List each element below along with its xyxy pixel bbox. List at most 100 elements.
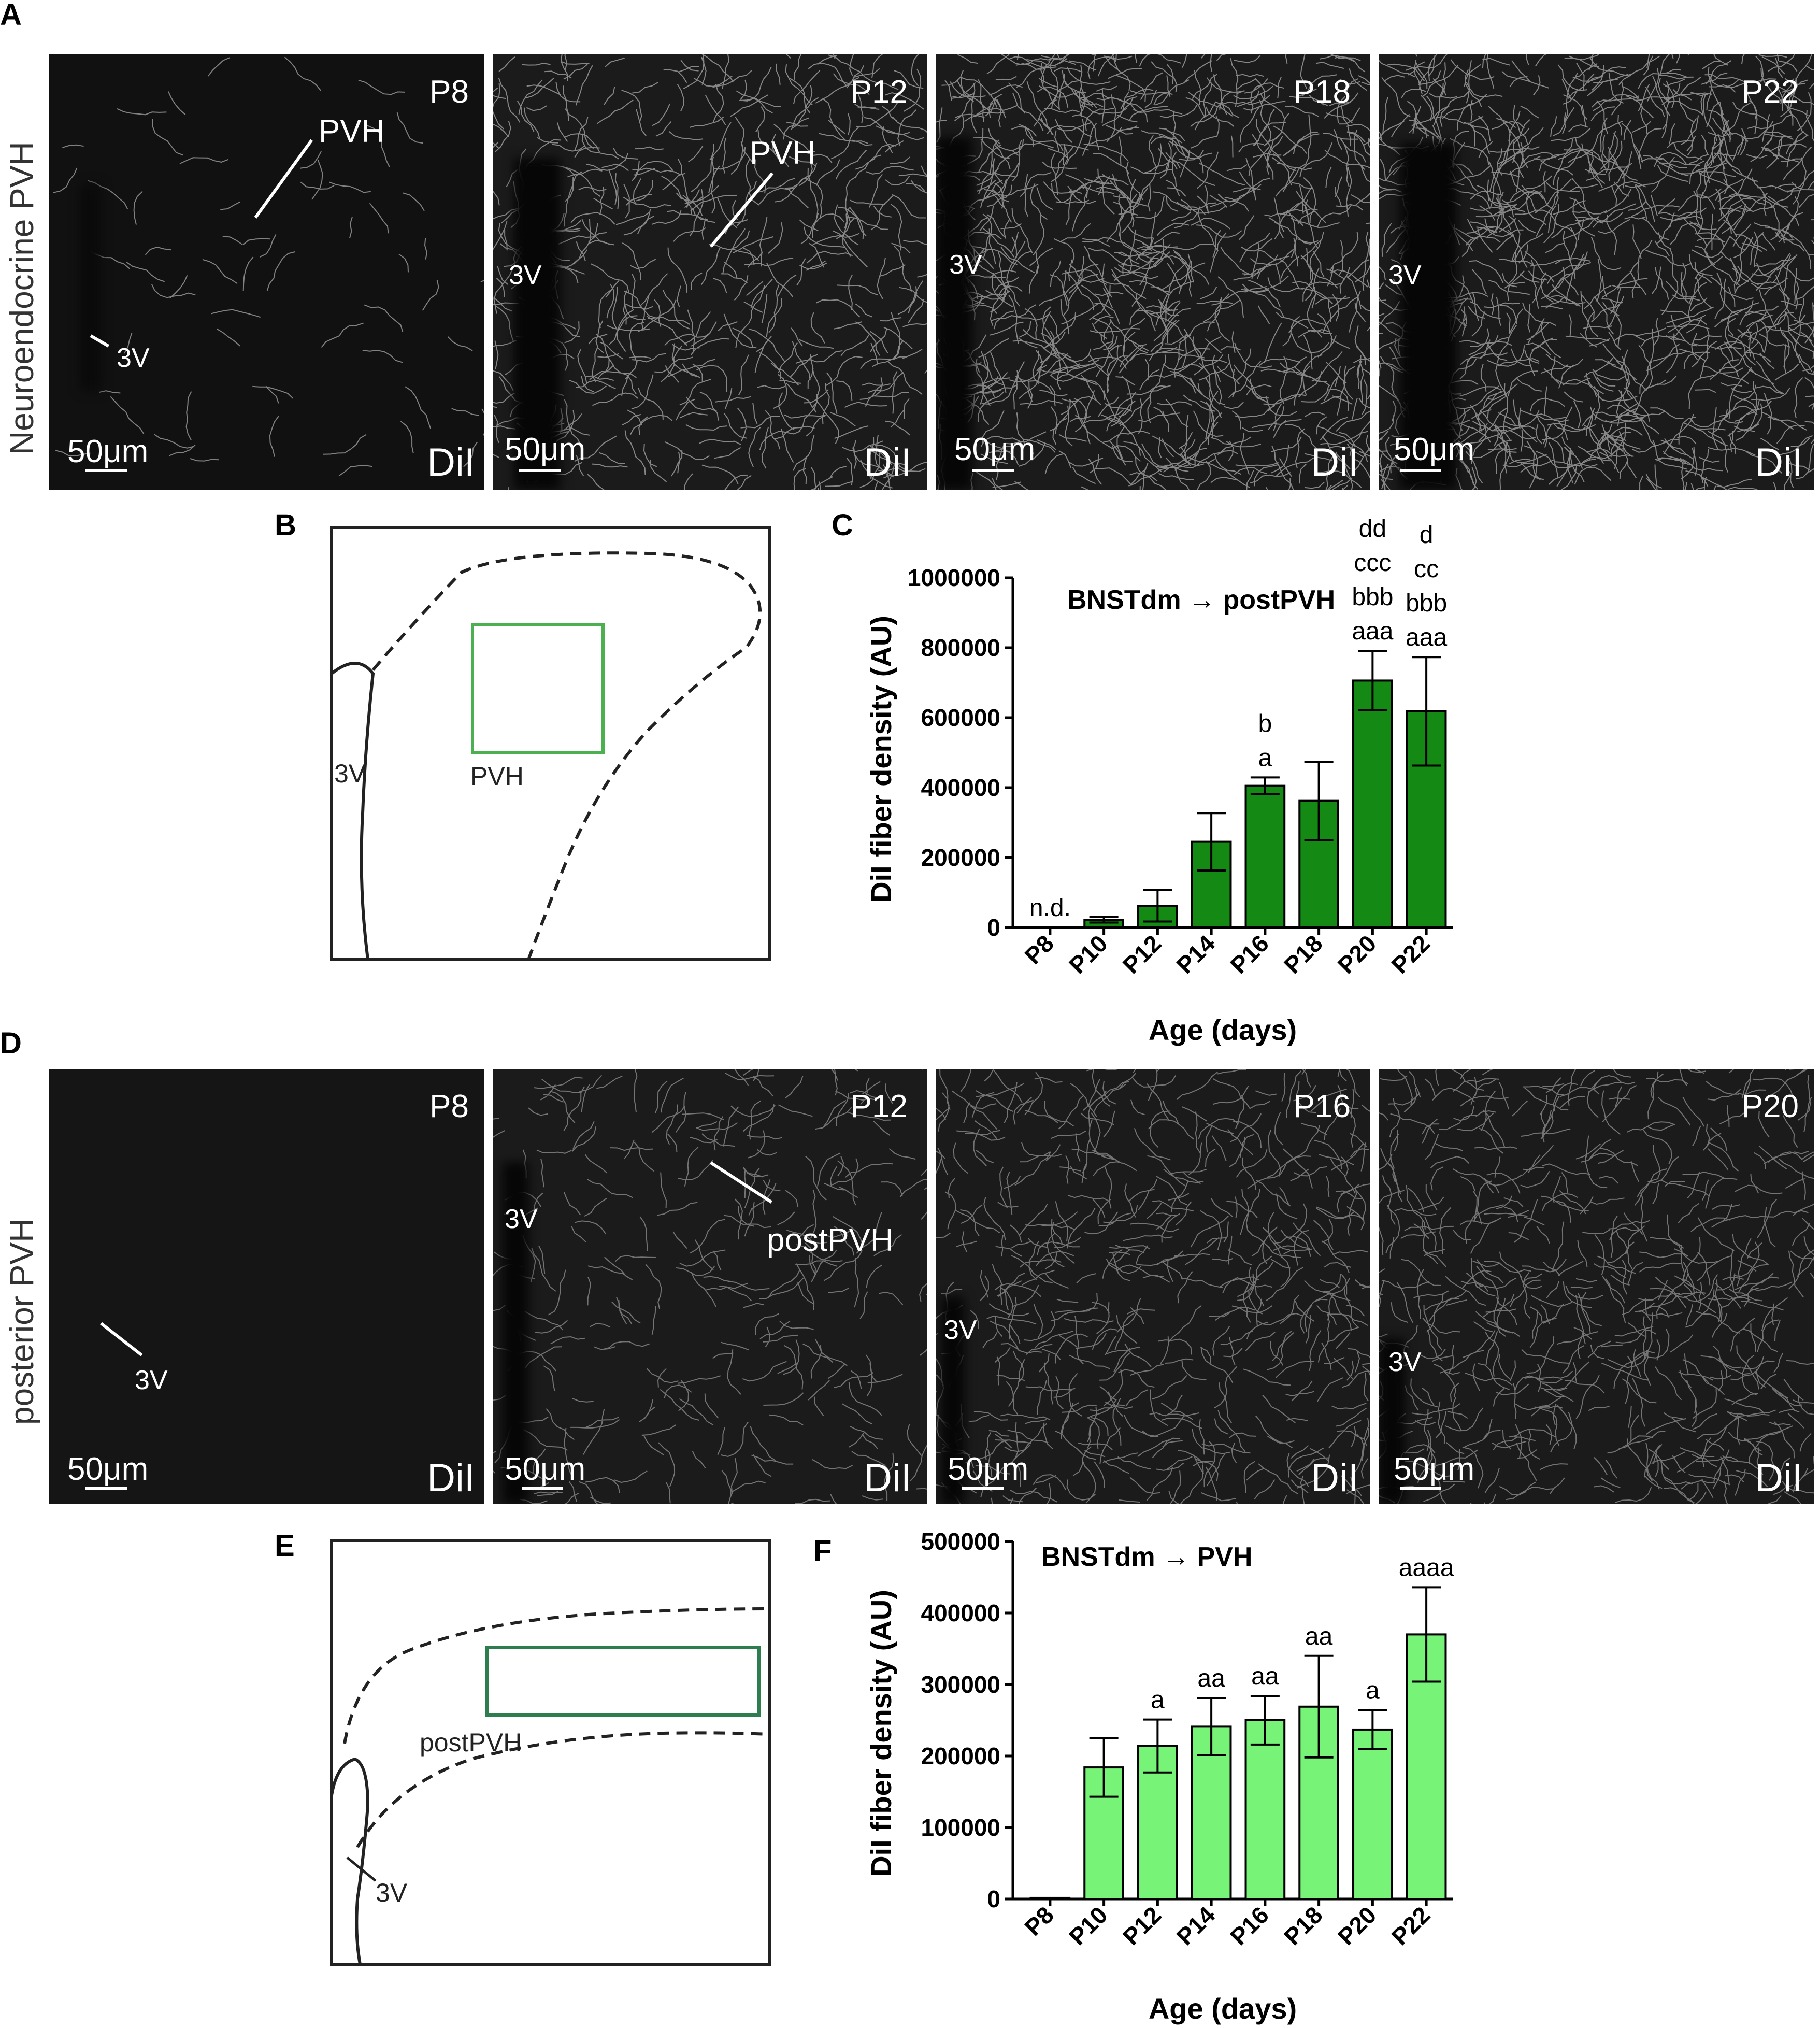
x-tick-label: P10 [1064, 1901, 1113, 1950]
stain-label: DiI [1755, 440, 1803, 484]
y-tick-label: 400000 [921, 774, 1001, 801]
fiber-strokes [53, 56, 484, 477]
scale-label: 50μm [954, 432, 1036, 467]
y-tick-label: 300000 [921, 1671, 1001, 1698]
micrograph-a-p18: P18 3V 50μm DiI [936, 54, 1370, 490]
micrograph-a-p8: P8 PVH 3V 50μm DiI [49, 54, 484, 490]
stain-label: DiI [1311, 440, 1359, 484]
significance-label: aaa [1352, 618, 1393, 645]
panel-label-f: F [813, 1534, 832, 1568]
x-tick-label: P20 [1332, 1901, 1382, 1950]
significance-label: aaaa [1399, 1554, 1454, 1581]
scale-bar [1400, 1487, 1441, 1490]
panel-label-e: E [275, 1529, 295, 1563]
significance-label: bbb [1352, 583, 1393, 611]
x-tick-label: P22 [1386, 1901, 1436, 1950]
y-tick-label: 0 [987, 1886, 1000, 1912]
significance-label: aaa [1406, 624, 1447, 651]
age-label: P20 [1741, 1089, 1799, 1124]
x-tick-label: P8 [1019, 1901, 1059, 1941]
y-tick-label: 500000 [921, 1528, 1001, 1555]
significance-label: aa [1305, 1623, 1333, 1650]
scale-label: 50μm [505, 432, 586, 467]
ventricle-outline [331, 662, 375, 960]
scale-label: 50μm [1394, 432, 1475, 467]
significance-label: a [1366, 1677, 1380, 1705]
age-label: P22 [1741, 74, 1799, 110]
scale-bar [522, 1487, 563, 1490]
stain-label: DiI [427, 1456, 475, 1500]
fiber-strokes [493, 54, 927, 490]
fiber-strokes [936, 54, 1370, 490]
bar-p8 [1029, 1896, 1071, 1900]
x-tick-label: P12 [1117, 930, 1167, 979]
significance-label: d [1420, 521, 1434, 549]
schematic-ventricle-label: 3V [376, 1878, 408, 1907]
pvh-dashed-boundary-top [343, 1607, 770, 1744]
ventricle-label: 3V [949, 250, 982, 280]
x-tick-label: P14 [1171, 1901, 1221, 1950]
bar-p16 [1244, 784, 1286, 929]
fiber-texture [53, 56, 484, 477]
schematic-e: postPVH 3V [330, 1539, 771, 1966]
row-a-side-label: Neuroendocrine PVH [3, 141, 40, 455]
postpvh-box [485, 1646, 761, 1717]
ventricle-shadow [1400, 142, 1457, 490]
x-tick-label: P14 [1171, 930, 1221, 979]
pvh-dashed-boundary-top [371, 551, 762, 961]
y-tick-label: 200000 [921, 1743, 1001, 1769]
x-tick-label: P20 [1332, 930, 1382, 979]
scale-label: 50μm [67, 1451, 149, 1487]
age-label: P18 [1293, 74, 1351, 110]
chart-title: BNSTdm → PVH [1041, 1542, 1252, 1572]
schematic-region-label: postPVH [420, 1728, 522, 1757]
ventricle-label: 3V [944, 1315, 977, 1345]
schematic-region-label: PVH [470, 762, 524, 791]
scale-label: 50μm [67, 434, 149, 469]
bar-p20 [1352, 679, 1393, 929]
y-axis-title: DiI fiber density (AU) [865, 616, 897, 903]
fiber-texture [49, 1069, 484, 1504]
fiber-texture [493, 54, 927, 490]
panel-label-b: B [275, 508, 296, 542]
ventricle-shadow [80, 184, 101, 391]
micrograph-d-p12: P12 postPVH 3V 50μm DiI [493, 1069, 927, 1504]
significance-label: a [1258, 744, 1272, 772]
x-tick-label: P16 [1225, 1901, 1274, 1950]
pvh-dashed-boundary-bottom [356, 1731, 770, 1848]
age-label: P12 [850, 74, 908, 110]
age-label: P8 [429, 1089, 469, 1124]
y-tick-label: 600000 [921, 704, 1001, 731]
micrograph-d-p20: P20 3V 50μm DiI [1379, 1069, 1814, 1504]
y-tick-label: 0 [987, 914, 1000, 941]
ventricle-label: 3V [135, 1365, 168, 1395]
ventricle-shadow [503, 1162, 528, 1504]
ventricle-shadow [936, 137, 972, 490]
schematic-b: 3V PVH [330, 526, 771, 961]
scale-label: 50μm [948, 1451, 1029, 1487]
fiber-texture [1379, 54, 1814, 490]
significance-label: n.d. [1029, 894, 1071, 922]
ventricle-outline [330, 1757, 370, 1965]
scale-label: 50μm [505, 1451, 586, 1487]
ventricle-shadow [1379, 1338, 1405, 1504]
significance-label: dd [1359, 515, 1386, 542]
y-tick-label: 400000 [921, 1599, 1001, 1626]
significance-label: b [1258, 710, 1272, 737]
panel-label-a: A [0, 0, 22, 32]
x-tick-label: P16 [1225, 930, 1274, 979]
bar-p20 [1352, 1728, 1393, 1900]
fiber-strokes [493, 1069, 927, 1504]
stain-label: DiI [864, 1456, 912, 1500]
ventricle-label: 3V [1388, 260, 1422, 290]
row-d-side-label: posterior PVH [3, 1218, 40, 1425]
x-tick-label: P22 [1386, 930, 1436, 979]
fiber-strokes [1379, 1069, 1814, 1504]
ventricle-label: 3V [117, 343, 150, 373]
micrograph-a-p22: P22 3V 50μm DiI [1379, 54, 1814, 490]
panel-label-c: C [832, 508, 853, 542]
panel-label-d: D [0, 1026, 22, 1060]
x-tick-label: P8 [1019, 930, 1059, 969]
fiber-strokes [936, 1069, 1370, 1504]
